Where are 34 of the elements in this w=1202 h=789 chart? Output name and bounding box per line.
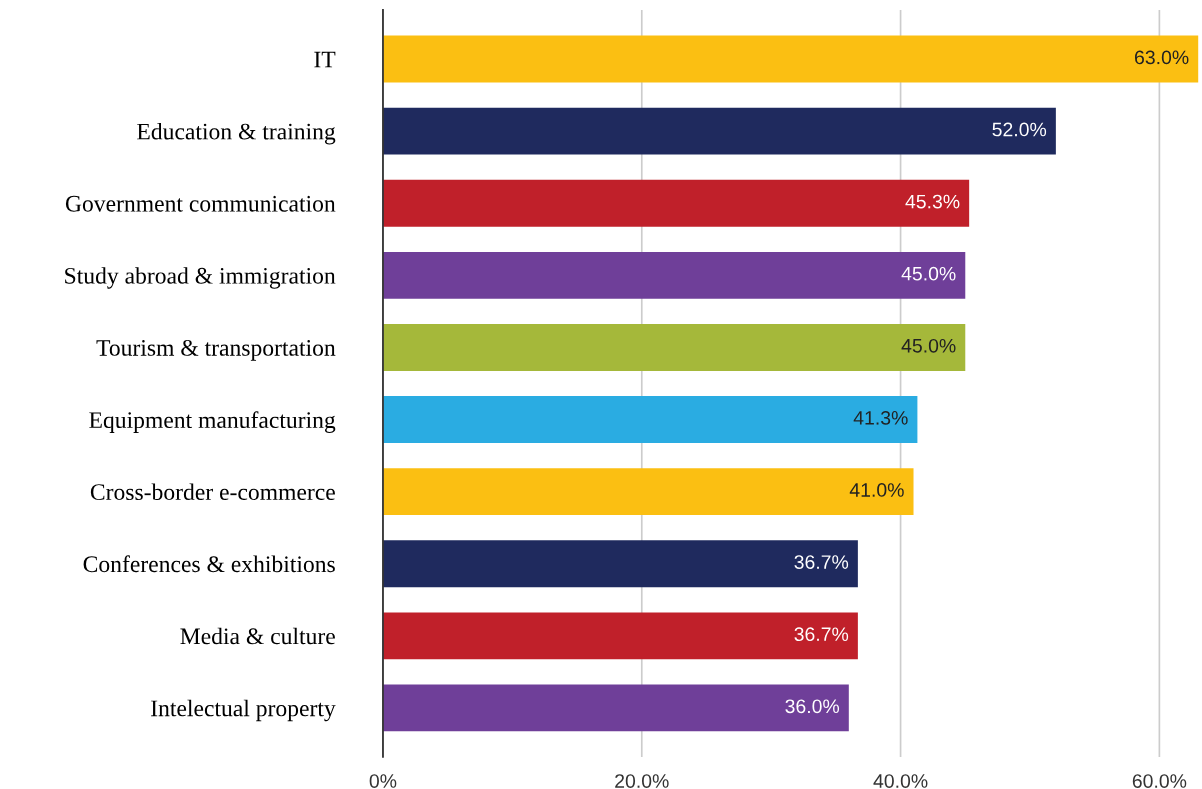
bar	[382, 612, 858, 660]
y-tick-label: Conferences & exhibitions	[83, 555, 335, 573]
data-label: 36.0%	[785, 699, 840, 714]
x-tick-label: 20.0%	[615, 774, 669, 788]
bar	[382, 468, 914, 516]
y-tick-label: Study abroad & immigration	[65, 267, 336, 289]
data-label: 45.3%	[905, 194, 960, 209]
y-tick-label: IT	[314, 51, 336, 68]
y-tick-label: Media & culture	[180, 627, 335, 645]
data-label: 45.0%	[901, 266, 956, 281]
bar	[382, 35, 1199, 83]
data-label: 36.7%	[794, 627, 849, 642]
data-label: 63.0%	[1135, 50, 1189, 65]
data-label: 45.0%	[901, 338, 956, 353]
x-tick-label: 40.0%	[873, 774, 928, 788]
y-tick-label: Tourism & transportation	[96, 339, 336, 361]
y-tick-label: Cross-border e-commerce	[90, 483, 335, 501]
data-label: 52.0%	[992, 122, 1047, 137]
bar	[382, 396, 918, 443]
y-tick-label: Intelectual property	[151, 699, 336, 722]
bar	[382, 324, 966, 371]
x-tick-label: 60.0%	[1132, 774, 1187, 788]
y-tick-label: Government communication	[65, 195, 336, 212]
bar	[382, 179, 970, 227]
data-label: 41.3%	[853, 410, 908, 425]
bar	[382, 251, 966, 299]
y-tick-label: Education & training	[137, 122, 336, 145]
bar	[382, 540, 858, 588]
bar	[382, 107, 1056, 155]
bar	[382, 684, 849, 732]
data-label: 36.7%	[794, 555, 849, 569]
y-tick-label: Equipment manufacturing	[89, 411, 336, 433]
data-label: 41.0%	[849, 483, 904, 497]
x-tick-label: 0%	[369, 774, 397, 788]
